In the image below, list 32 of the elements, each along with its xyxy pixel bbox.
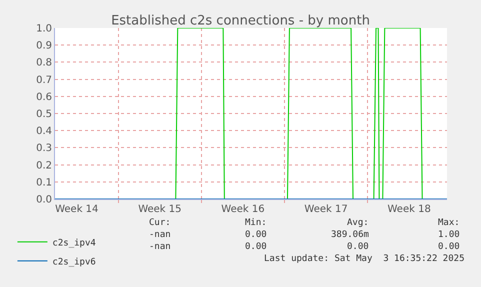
y-tick-label: 1.0: [36, 24, 52, 34]
x-tick-label: Week 14: [55, 204, 98, 215]
text: -nan: [149, 230, 171, 240]
y-tick-label: 0.5: [36, 109, 52, 120]
y-tick-label: 0.0: [36, 194, 52, 206]
text: -nan: [149, 242, 171, 252]
text: Last update: Sat May 3 16:35:22 2025: [264, 254, 464, 264]
y-tick-label: 0.3: [36, 143, 52, 154]
x-tick-label: Week 15: [138, 204, 182, 215]
text: Min:: [245, 218, 267, 228]
y-tick-label: 0.9: [36, 40, 52, 52]
text: 1.00: [438, 230, 460, 240]
x-tick-label: Week 18: [388, 204, 431, 215]
text: Cur:: [149, 218, 171, 228]
text: 0.00: [245, 230, 267, 240]
y-tick-label: 0.4: [36, 126, 52, 138]
y-tick-label: 0.1: [36, 177, 52, 188]
text: Max:: [438, 218, 460, 228]
text: 0.00: [347, 242, 369, 252]
text: 389.06m: [331, 230, 369, 240]
chart-title: Established c2s connections - by month: [111, 14, 370, 29]
legend-label: c2s_ipv4: [52, 238, 96, 248]
text: 0.00: [438, 242, 460, 252]
x-tick-label: Week 17: [304, 204, 348, 215]
text: 0.00: [245, 242, 267, 252]
y-tick-label: 0.6: [36, 92, 52, 103]
y-tick-label: 0.8: [36, 58, 52, 69]
x-tick-label: Week 16: [221, 204, 265, 215]
y-tick-label: 0.2: [36, 160, 52, 172]
legend-label: c2s_ipv6: [52, 257, 96, 268]
text: Avg:: [347, 218, 369, 228]
y-tick-label: 0.7: [36, 74, 52, 86]
